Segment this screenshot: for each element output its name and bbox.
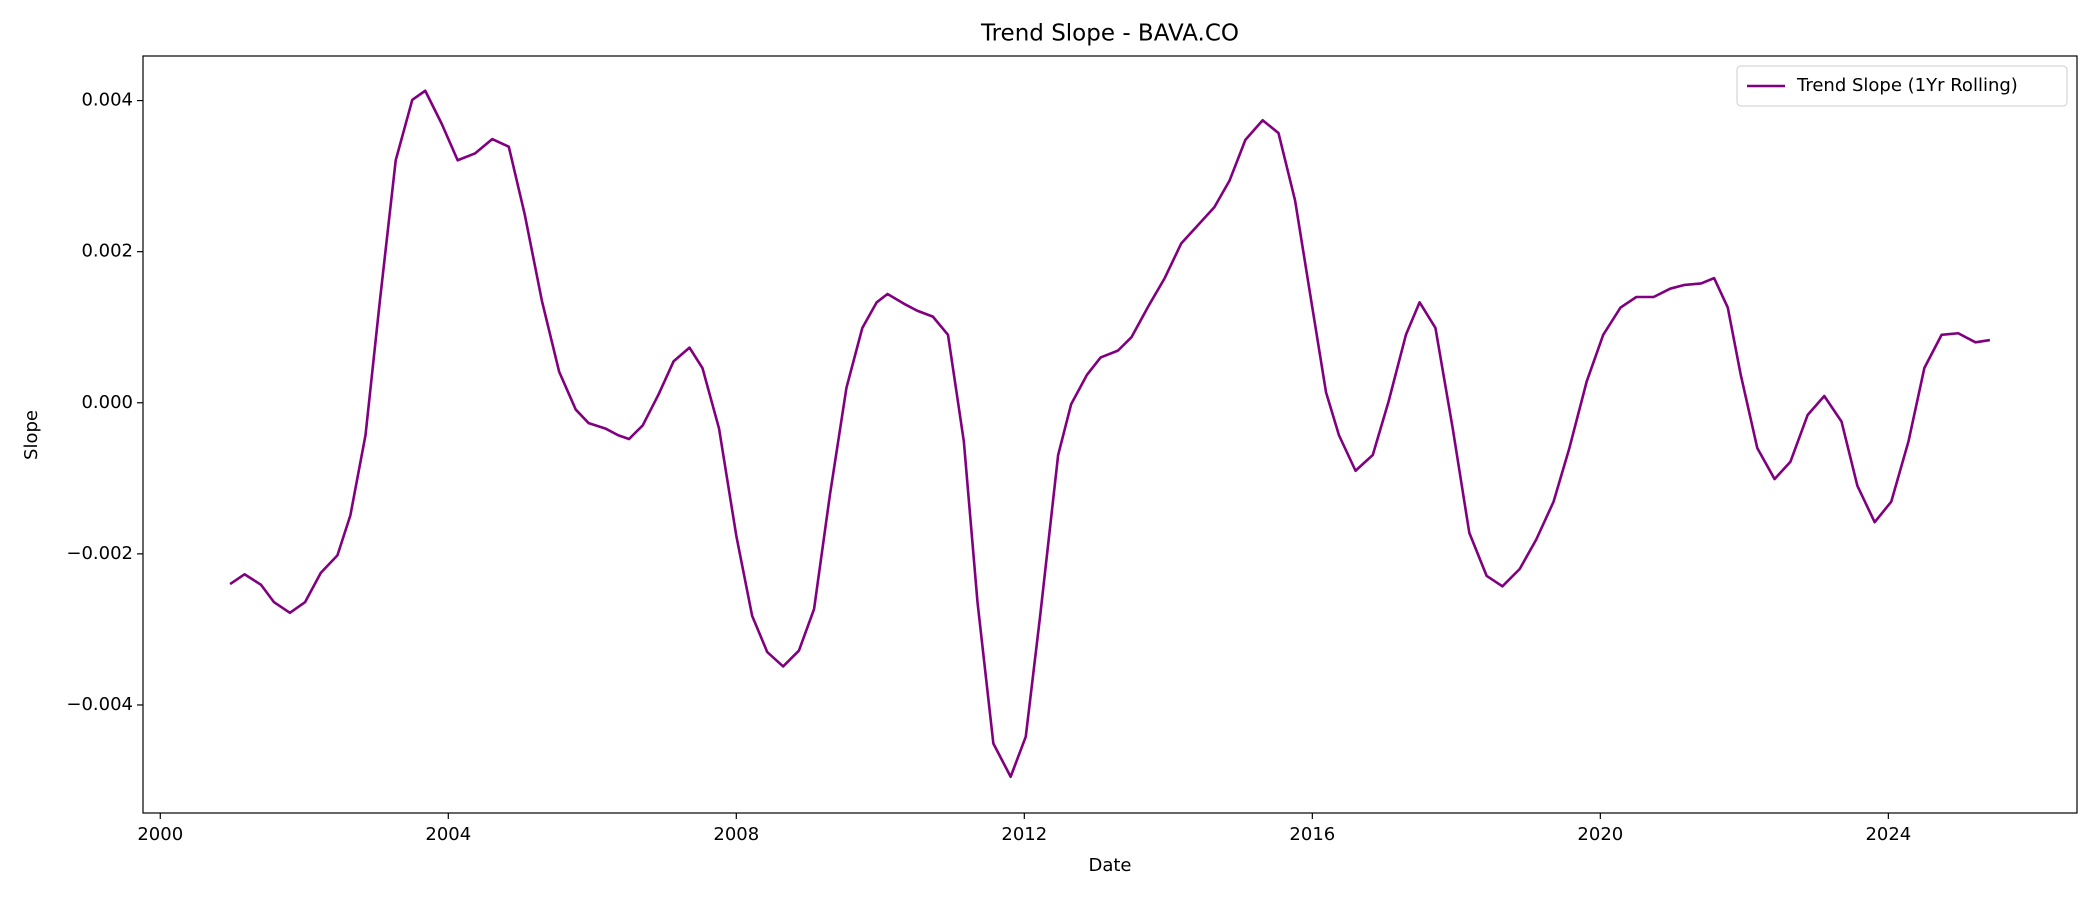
x-tick-label: 2020 [1577, 824, 1623, 845]
x-tick-label: 2012 [1001, 824, 1047, 845]
x-tick-label: 2008 [713, 824, 759, 845]
line-series [229, 89, 1991, 779]
x-axis-label: Date [1088, 855, 1131, 876]
y-tick-label: −0.004 [66, 694, 133, 715]
y-tick-label: 0.004 [81, 90, 133, 111]
x-tick-label: 2000 [137, 824, 183, 845]
x-tick-label: 2016 [1289, 824, 1335, 845]
x-tick-label: 2024 [1865, 824, 1911, 845]
legend-label: Trend Slope (1Yr Rolling) [1796, 75, 2018, 96]
y-axis-label: Slope [21, 410, 42, 460]
plot-frame [142, 55, 2078, 814]
legend-box [1736, 65, 2068, 107]
y-tick-label: 0.000 [81, 392, 133, 413]
x-tick-label: 2004 [425, 824, 471, 845]
y-tick-label: −0.002 [66, 543, 133, 564]
chart-title: Trend Slope - BAVA.CO [980, 21, 1239, 47]
y-tick-label: 0.002 [81, 241, 133, 262]
